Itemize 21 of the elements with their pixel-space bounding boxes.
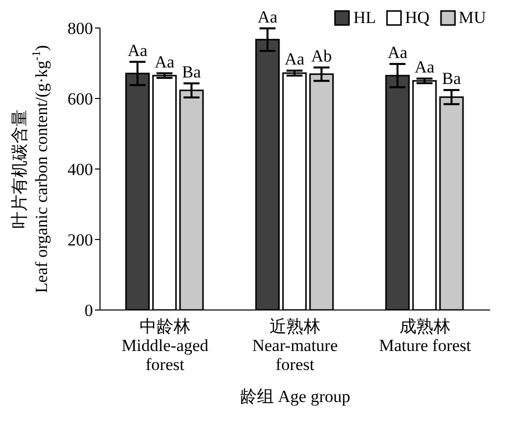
data-label: Aa: [154, 52, 175, 72]
y-tick-label: 800: [68, 19, 93, 38]
legend-label: HQ: [404, 8, 430, 28]
data-label: Aa: [284, 50, 305, 69]
x-tick-label: 成熟林 Mature forest: [378, 317, 472, 355]
data-label: Ab: [311, 46, 332, 66]
x-axis-title: 龄组 Age group: [240, 387, 350, 406]
data-label: Aa: [258, 7, 278, 26]
y-tick-label: 200: [68, 230, 93, 250]
data-label: Ba: [442, 69, 462, 88]
y-tick-label: 600: [68, 90, 93, 109]
legend-label: HL: [352, 8, 376, 28]
data-label: Aa: [388, 42, 408, 62]
data-label: Aa: [414, 58, 435, 77]
legend-label: MU: [458, 8, 486, 28]
y-tick-label: 0: [84, 301, 93, 320]
data-label: Aa: [128, 40, 148, 60]
x-tick-label: 近熟林 Near-mature forest: [252, 317, 338, 374]
data-label: Ba: [182, 62, 202, 82]
x-tick-label: 中龄林 Middle-aged forest: [122, 317, 209, 374]
y-tick-label: 400: [68, 160, 93, 180]
